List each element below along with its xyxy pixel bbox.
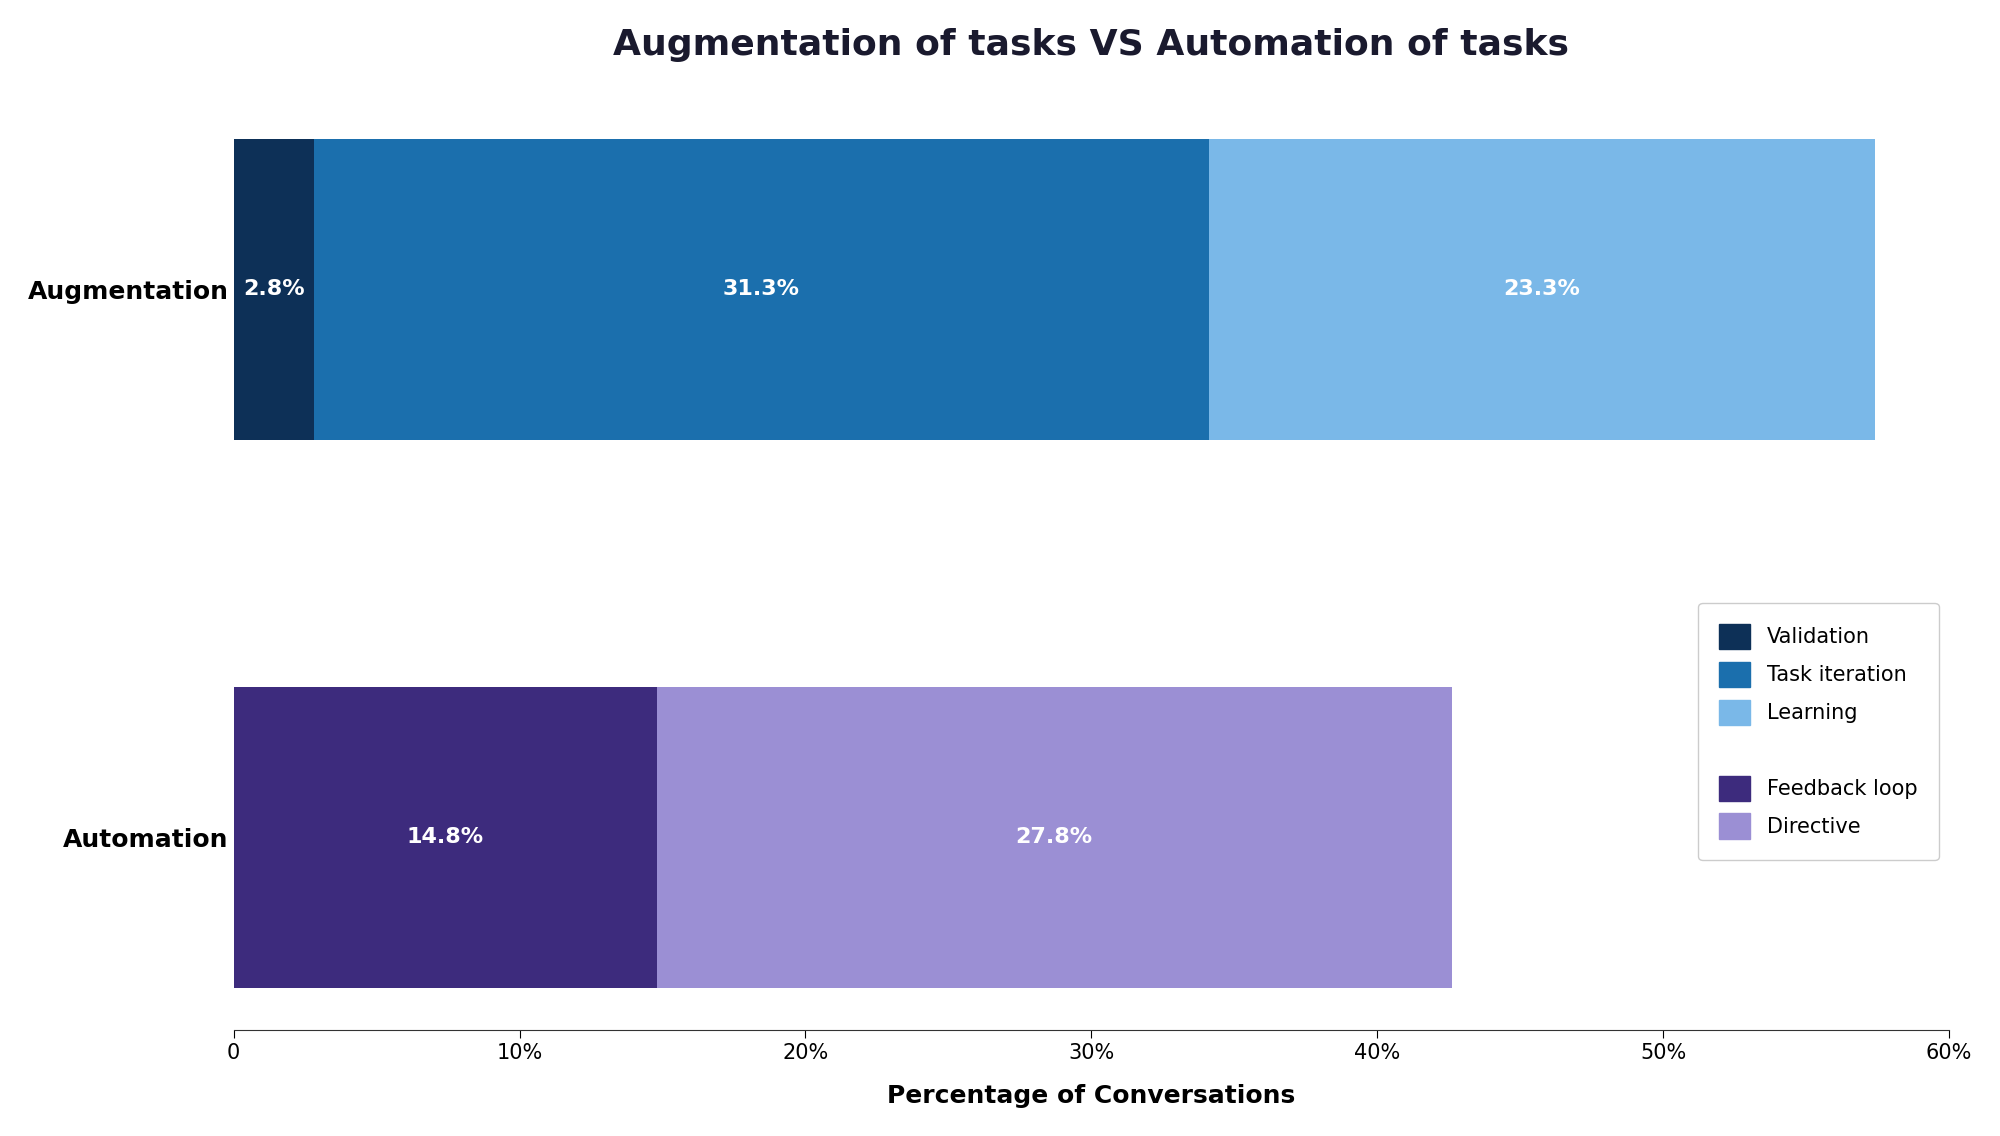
Bar [1208, 139, 1874, 440]
Bar [234, 686, 656, 987]
Text: 2.8%: 2.8% [242, 279, 304, 300]
Bar [656, 686, 1452, 987]
Text: 31.3%: 31.3% [722, 279, 800, 300]
Bar [234, 139, 314, 440]
Text: 23.3%: 23.3% [1504, 279, 1580, 300]
X-axis label: Percentage of Conversations: Percentage of Conversations [888, 1084, 1296, 1109]
Bar [314, 139, 1208, 440]
Legend: Validation, Task iteration, Learning,  , Feedback loop, Directive: Validation, Task iteration, Learning, , … [1698, 603, 1938, 860]
Text: 27.8%: 27.8% [1016, 827, 1092, 847]
Text: 14.8%: 14.8% [406, 827, 484, 847]
Title: Augmentation of tasks VS Automation of tasks: Augmentation of tasks VS Automation of t… [614, 27, 1570, 61]
